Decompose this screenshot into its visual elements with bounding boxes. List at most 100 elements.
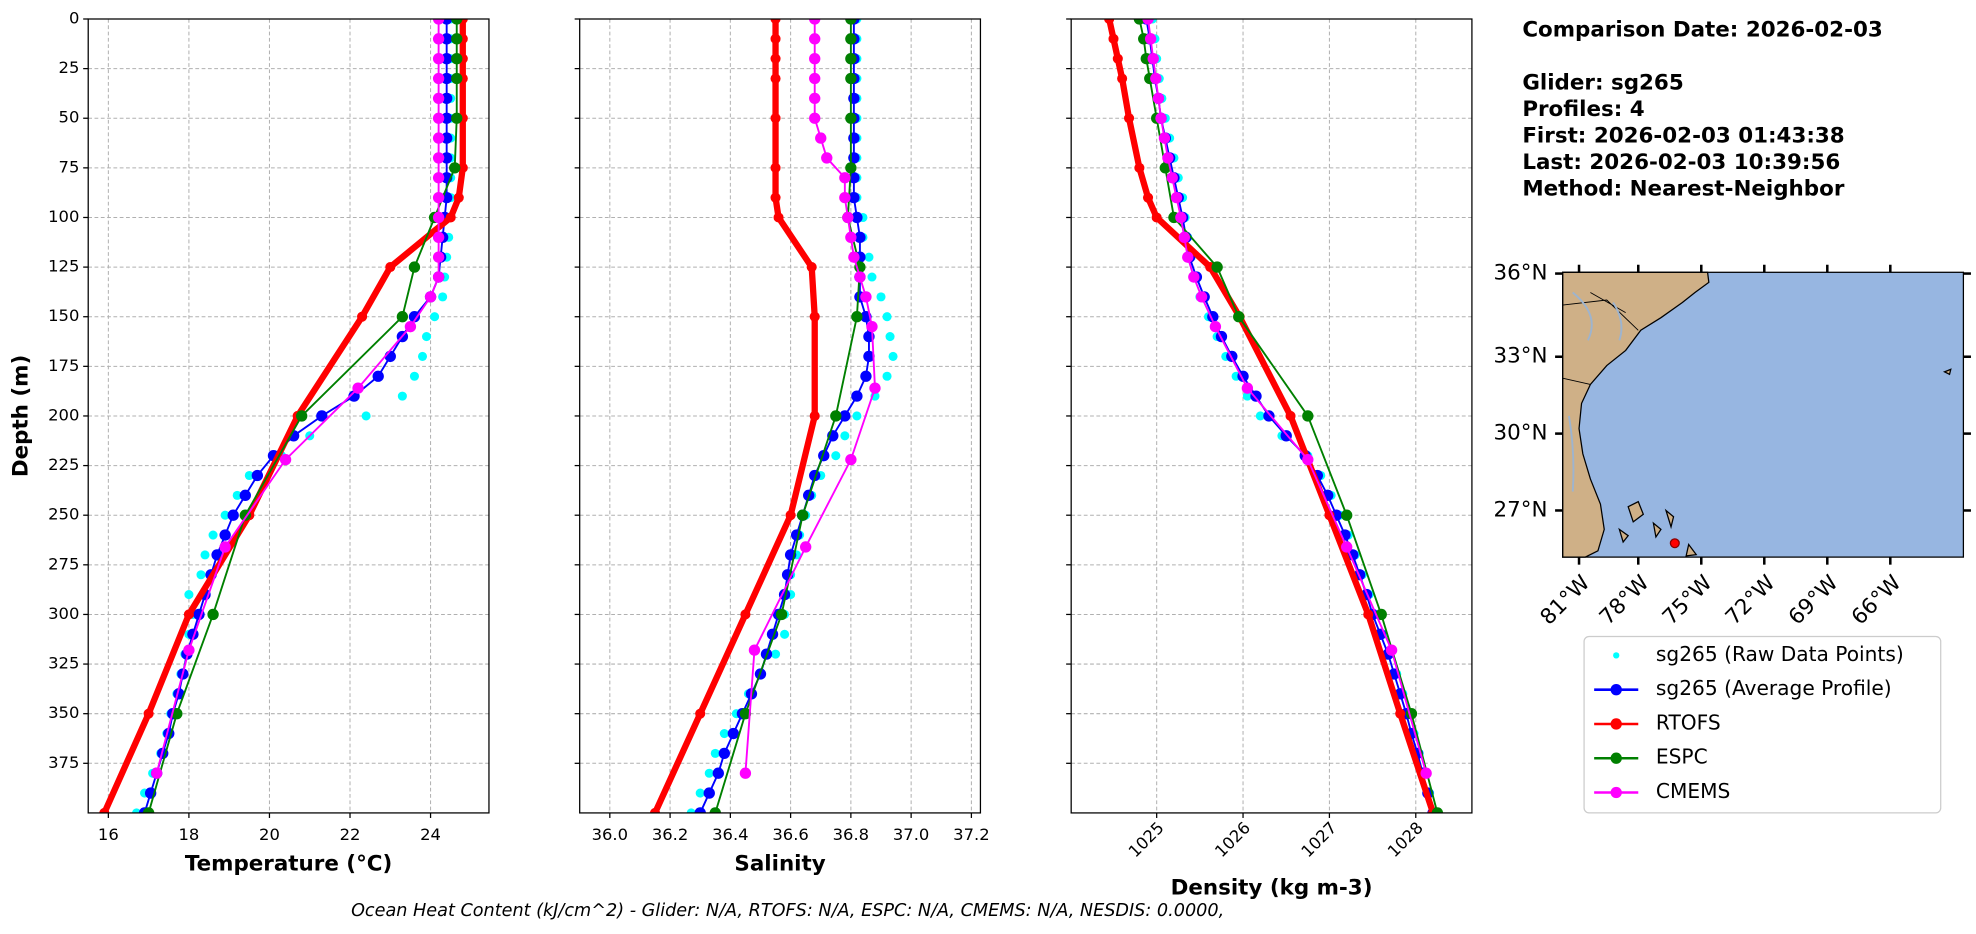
profile-point	[432, 152, 445, 164]
profile-point	[863, 350, 875, 363]
profile-point	[432, 191, 445, 204]
profile-point	[796, 509, 809, 521]
profile-point	[740, 609, 751, 620]
raw-point	[232, 490, 242, 500]
raw-point	[220, 510, 230, 520]
x-tick-label: 36.6	[772, 825, 808, 844]
profile-point	[451, 72, 463, 85]
profile-point	[845, 33, 857, 45]
x-tick-label: 36.0	[592, 825, 628, 844]
y-tick-label: 275	[48, 554, 79, 573]
profile-point	[712, 767, 724, 779]
profile-point	[1341, 509, 1353, 521]
profile-point	[451, 112, 463, 124]
profile-point	[408, 261, 421, 273]
profile-point	[316, 410, 328, 422]
raw-point	[438, 292, 448, 302]
profile-point	[1175, 211, 1187, 224]
y-tick-label: 225	[48, 455, 79, 474]
profile-point	[440, 53, 453, 65]
x-tick-label: 36.4	[712, 825, 748, 844]
profile-point	[830, 410, 842, 422]
footer: Ocean Heat Content (kJ/cm^2) - Glider: N…	[351, 901, 1224, 921]
borders	[1562, 292, 1639, 385]
x-axis-label: Temperature (°C)	[185, 852, 392, 877]
lat-label: 33°N	[1494, 344, 1548, 369]
profile-point	[432, 112, 445, 124]
profile-point	[1134, 162, 1145, 173]
info-line: Glider: sg265	[1522, 71, 1683, 96]
profile-point	[1188, 271, 1200, 283]
profile-point	[848, 251, 860, 263]
islands	[1618, 368, 1952, 557]
profile-point	[1133, 18, 1146, 25]
raw-point	[132, 808, 142, 813]
profile-point	[770, 33, 781, 44]
profile-point	[845, 72, 857, 85]
profile-point	[1285, 410, 1296, 422]
profile-point	[183, 644, 195, 656]
land	[1562, 271, 1710, 558]
y-tick-label: 375	[48, 753, 79, 772]
lat-label: 36°N	[1494, 261, 1548, 286]
profile-point	[848, 92, 860, 105]
profile-point	[440, 92, 453, 105]
info-line: Comparison Date: 2026-02-03	[1522, 18, 1882, 43]
series-layer	[1104, 18, 1444, 813]
profile-point	[143, 708, 154, 719]
raw-point	[864, 252, 874, 262]
raw-point	[882, 371, 892, 381]
profile-point	[1395, 708, 1406, 719]
profile-point	[385, 262, 396, 273]
raw-point	[852, 411, 862, 421]
profile-point	[809, 33, 821, 45]
profile-point	[432, 53, 445, 65]
plot-frame	[87, 18, 490, 814]
profile-point	[1211, 261, 1223, 273]
legend-marker	[1610, 684, 1622, 696]
legend-marker	[1613, 652, 1620, 659]
legend-marker	[1610, 786, 1622, 799]
raw-point	[184, 590, 194, 600]
info-block: Comparison Date: 2026-02-03 Glider: sg26…	[1522, 18, 1882, 202]
profile-point	[806, 262, 817, 273]
profile-point	[773, 212, 784, 223]
profile-point	[770, 53, 781, 64]
x-tick-label: 16	[98, 825, 119, 844]
x-tick-label: 24	[420, 825, 441, 844]
profile-point	[718, 747, 730, 760]
y-tick-label: 325	[48, 654, 79, 673]
raw-point	[417, 351, 428, 361]
profile-point	[845, 453, 857, 466]
profile-point	[432, 72, 445, 85]
profile-panels: 0 25 50 75 100 125 150 175 200 225 250 275 300 325 350…	[8, 8, 1473, 901]
profile-point	[860, 291, 872, 303]
profile-point	[1162, 152, 1174, 164]
profile-point	[649, 807, 661, 813]
profile-point	[739, 708, 752, 720]
raw-point	[876, 292, 886, 302]
profile-point	[842, 211, 854, 224]
profile-point	[453, 192, 464, 203]
profile-point	[770, 192, 781, 203]
legend-label: sg265 (Average Profile)	[1656, 676, 1892, 700]
raw-point	[719, 728, 729, 739]
profile-point	[845, 18, 857, 25]
y-tick-label: 125	[48, 257, 79, 276]
profile-point	[1166, 172, 1178, 184]
profile-point	[1152, 92, 1165, 105]
profile-point	[845, 162, 857, 174]
profile-point	[695, 708, 706, 719]
raw-point	[882, 312, 892, 322]
profile-point	[809, 92, 821, 105]
profile-point	[451, 33, 463, 45]
profile-point	[845, 112, 857, 124]
profile-point	[854, 271, 866, 283]
profile-point	[1263, 410, 1275, 422]
profile-point	[1431, 807, 1444, 813]
profile-point	[251, 469, 264, 482]
profile-point	[851, 311, 863, 323]
panel: 36.0 36.2 36.4 36.6 36.8 37.0 37.2 Salinity	[574, 18, 990, 877]
x-tick-label: 37.2	[953, 825, 989, 844]
profile-point	[709, 807, 721, 813]
